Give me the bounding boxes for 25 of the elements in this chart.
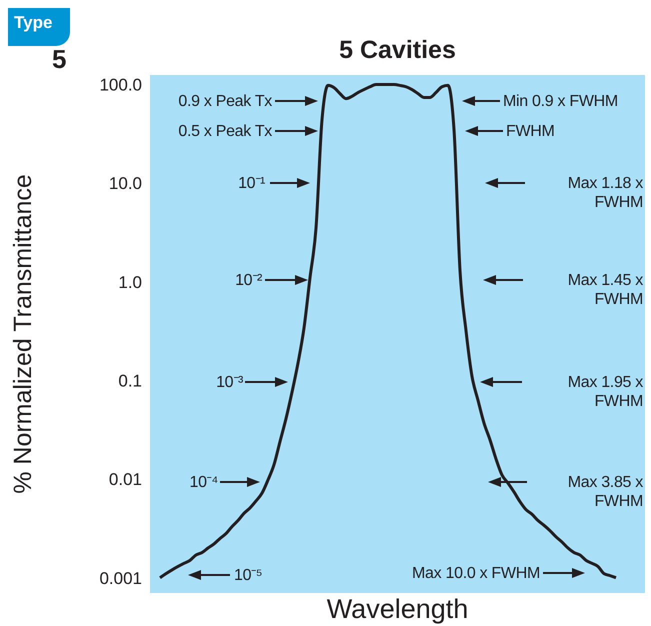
- y-tick-label: 1.0: [118, 272, 142, 292]
- annotation: Max 10.0 x FWHM: [412, 564, 540, 583]
- annotation: 10⁻⁵: [234, 566, 262, 585]
- text: Type: [14, 13, 52, 32]
- y-tick-label: 100.0: [99, 76, 142, 95]
- x-axis-title: Wavelength: [326, 594, 470, 625]
- annotation: 0.9 x Peak Tx: [178, 92, 272, 111]
- text: 5: [52, 44, 66, 74]
- annotation: Max 1.45 x FWHM: [566, 271, 643, 309]
- annotation: 10⁻⁴: [190, 473, 218, 492]
- annotation: Max 3.85 x FWHM: [566, 473, 643, 511]
- annotation: Max 1.95 x FWHM: [566, 373, 643, 411]
- annotation: 0.5 x Peak Tx: [178, 122, 272, 141]
- annotation: 10⁻³: [216, 373, 243, 392]
- y-tick-label: 0.1: [118, 371, 142, 390]
- annotation: 10⁻¹: [238, 174, 265, 193]
- y-axis-title: % Normalized Transmittance: [8, 174, 37, 494]
- annotation: Min 0.9 x FWHM: [503, 92, 618, 111]
- annotation: FWHM: [506, 122, 555, 141]
- y-tick-label: 0.01: [108, 470, 142, 490]
- y-tick-label: 10.0: [108, 174, 142, 194]
- chart-title: 5 Cavities: [338, 36, 457, 65]
- y-tick-label: 0.001: [99, 568, 142, 588]
- annotation: Max 1.18 x FWHM: [566, 174, 643, 212]
- annotation: 10⁻²: [235, 271, 262, 290]
